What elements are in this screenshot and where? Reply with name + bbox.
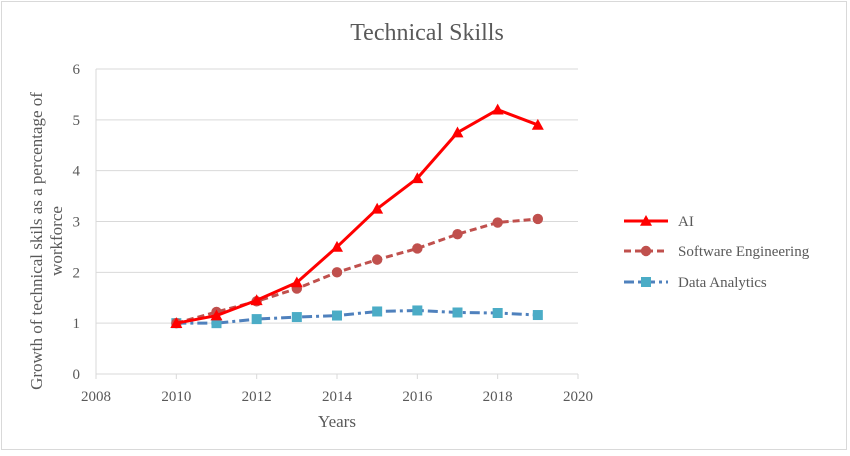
- data-point-ai-2019: [531, 118, 544, 130]
- data-point-data-analytics-2013: [291, 312, 302, 323]
- axes: [95, 69, 579, 379]
- data-point-data-analytics-2016: [412, 305, 423, 316]
- series-line-ai: [176, 108, 539, 325]
- gridlines: [96, 68, 578, 324]
- legend-marker-ai: [640, 215, 652, 226]
- y-tick-label-5: 5: [73, 113, 81, 129]
- data-point-ai-2018: [491, 103, 504, 115]
- x-tick-labels: 2008 2010 2012 2014 2016 2018 2020: [81, 389, 593, 405]
- legend-item-software-engineering: Software Engineering: [624, 244, 810, 260]
- data-point-ai-2017: [451, 126, 464, 138]
- x-tick-label-2008: 2008: [81, 389, 111, 405]
- series-ai: [170, 103, 544, 328]
- y-axis-label-line2: workforce: [47, 206, 66, 276]
- legend-marker-software-engineering: [640, 245, 652, 257]
- series-data-analytics: [171, 305, 543, 329]
- legend-label-ai: AI: [678, 214, 694, 230]
- data-point-data-analytics-2019: [532, 310, 543, 321]
- x-tick-label-2010: 2010: [161, 389, 191, 405]
- data-point-data-analytics-2014: [332, 310, 342, 321]
- data-point-software-engineering-2019: [532, 213, 544, 225]
- data-point-ai-2011: [210, 309, 223, 321]
- legend: AI Software Engineering Data Analytics: [624, 214, 810, 291]
- series-group: [170, 103, 544, 329]
- data-point-ai-2010: [170, 317, 183, 328]
- data-point-data-analytics-2018: [492, 308, 503, 318]
- data-point-data-analytics-2017: [452, 307, 463, 318]
- data-point-ai-2016: [411, 172, 424, 184]
- legend-label-data-analytics: Data Analytics: [678, 275, 767, 291]
- y-tick-labels: 0 1 2 3 4 5 6: [73, 62, 81, 383]
- x-tick-label-2014: 2014: [322, 389, 353, 405]
- x-axis-label: Years: [318, 412, 356, 431]
- x-tick-label-2016: 2016: [402, 389, 433, 405]
- legend-item-data-analytics: Data Analytics: [624, 275, 767, 291]
- y-tick-label-0: 0: [73, 367, 81, 383]
- x-tick-label-2018: 2018: [483, 389, 513, 405]
- y-tick-label-6: 6: [73, 62, 81, 78]
- legend-item-ai: AI: [624, 214, 694, 230]
- chart-title: Technical Skills: [350, 20, 504, 46]
- data-point-software-engineering-2017: [452, 229, 463, 240]
- data-point-ai-2013: [290, 276, 303, 288]
- data-point-software-engineering-2018: [492, 217, 503, 228]
- legend-marker-data-analytics: [641, 277, 651, 287]
- y-axis-label-line1: Growth of technical skils as a percentag…: [27, 92, 46, 390]
- data-point-data-analytics-2015: [372, 306, 383, 317]
- data-point-ai-2015: [371, 202, 384, 214]
- series-line-data-analytics: [176, 308, 538, 325]
- data-point-software-engineering-2016: [412, 243, 423, 254]
- x-tick-label-2012: 2012: [242, 389, 272, 405]
- data-point-data-analytics-2012: [251, 314, 262, 325]
- legend-label-software-engineering: Software Engineering: [678, 244, 810, 260]
- y-tick-label-4: 4: [73, 164, 81, 180]
- y-tick-label-1: 1: [73, 316, 81, 332]
- data-point-software-engineering-2014: [331, 267, 343, 278]
- series-line-software-engineering: [175, 217, 538, 325]
- data-point-software-engineering-2015: [371, 254, 383, 265]
- data-point-ai-2012: [250, 294, 263, 306]
- data-point-ai-2014: [331, 240, 343, 252]
- data-point-data-analytics-2011: [211, 318, 222, 329]
- x-tick-label-2020: 2020: [563, 389, 593, 405]
- y-tick-label-3: 3: [73, 215, 81, 231]
- y-tick-label-2: 2: [73, 265, 81, 281]
- y-axis-label: Growth of technical skils as a percentag…: [27, 92, 66, 390]
